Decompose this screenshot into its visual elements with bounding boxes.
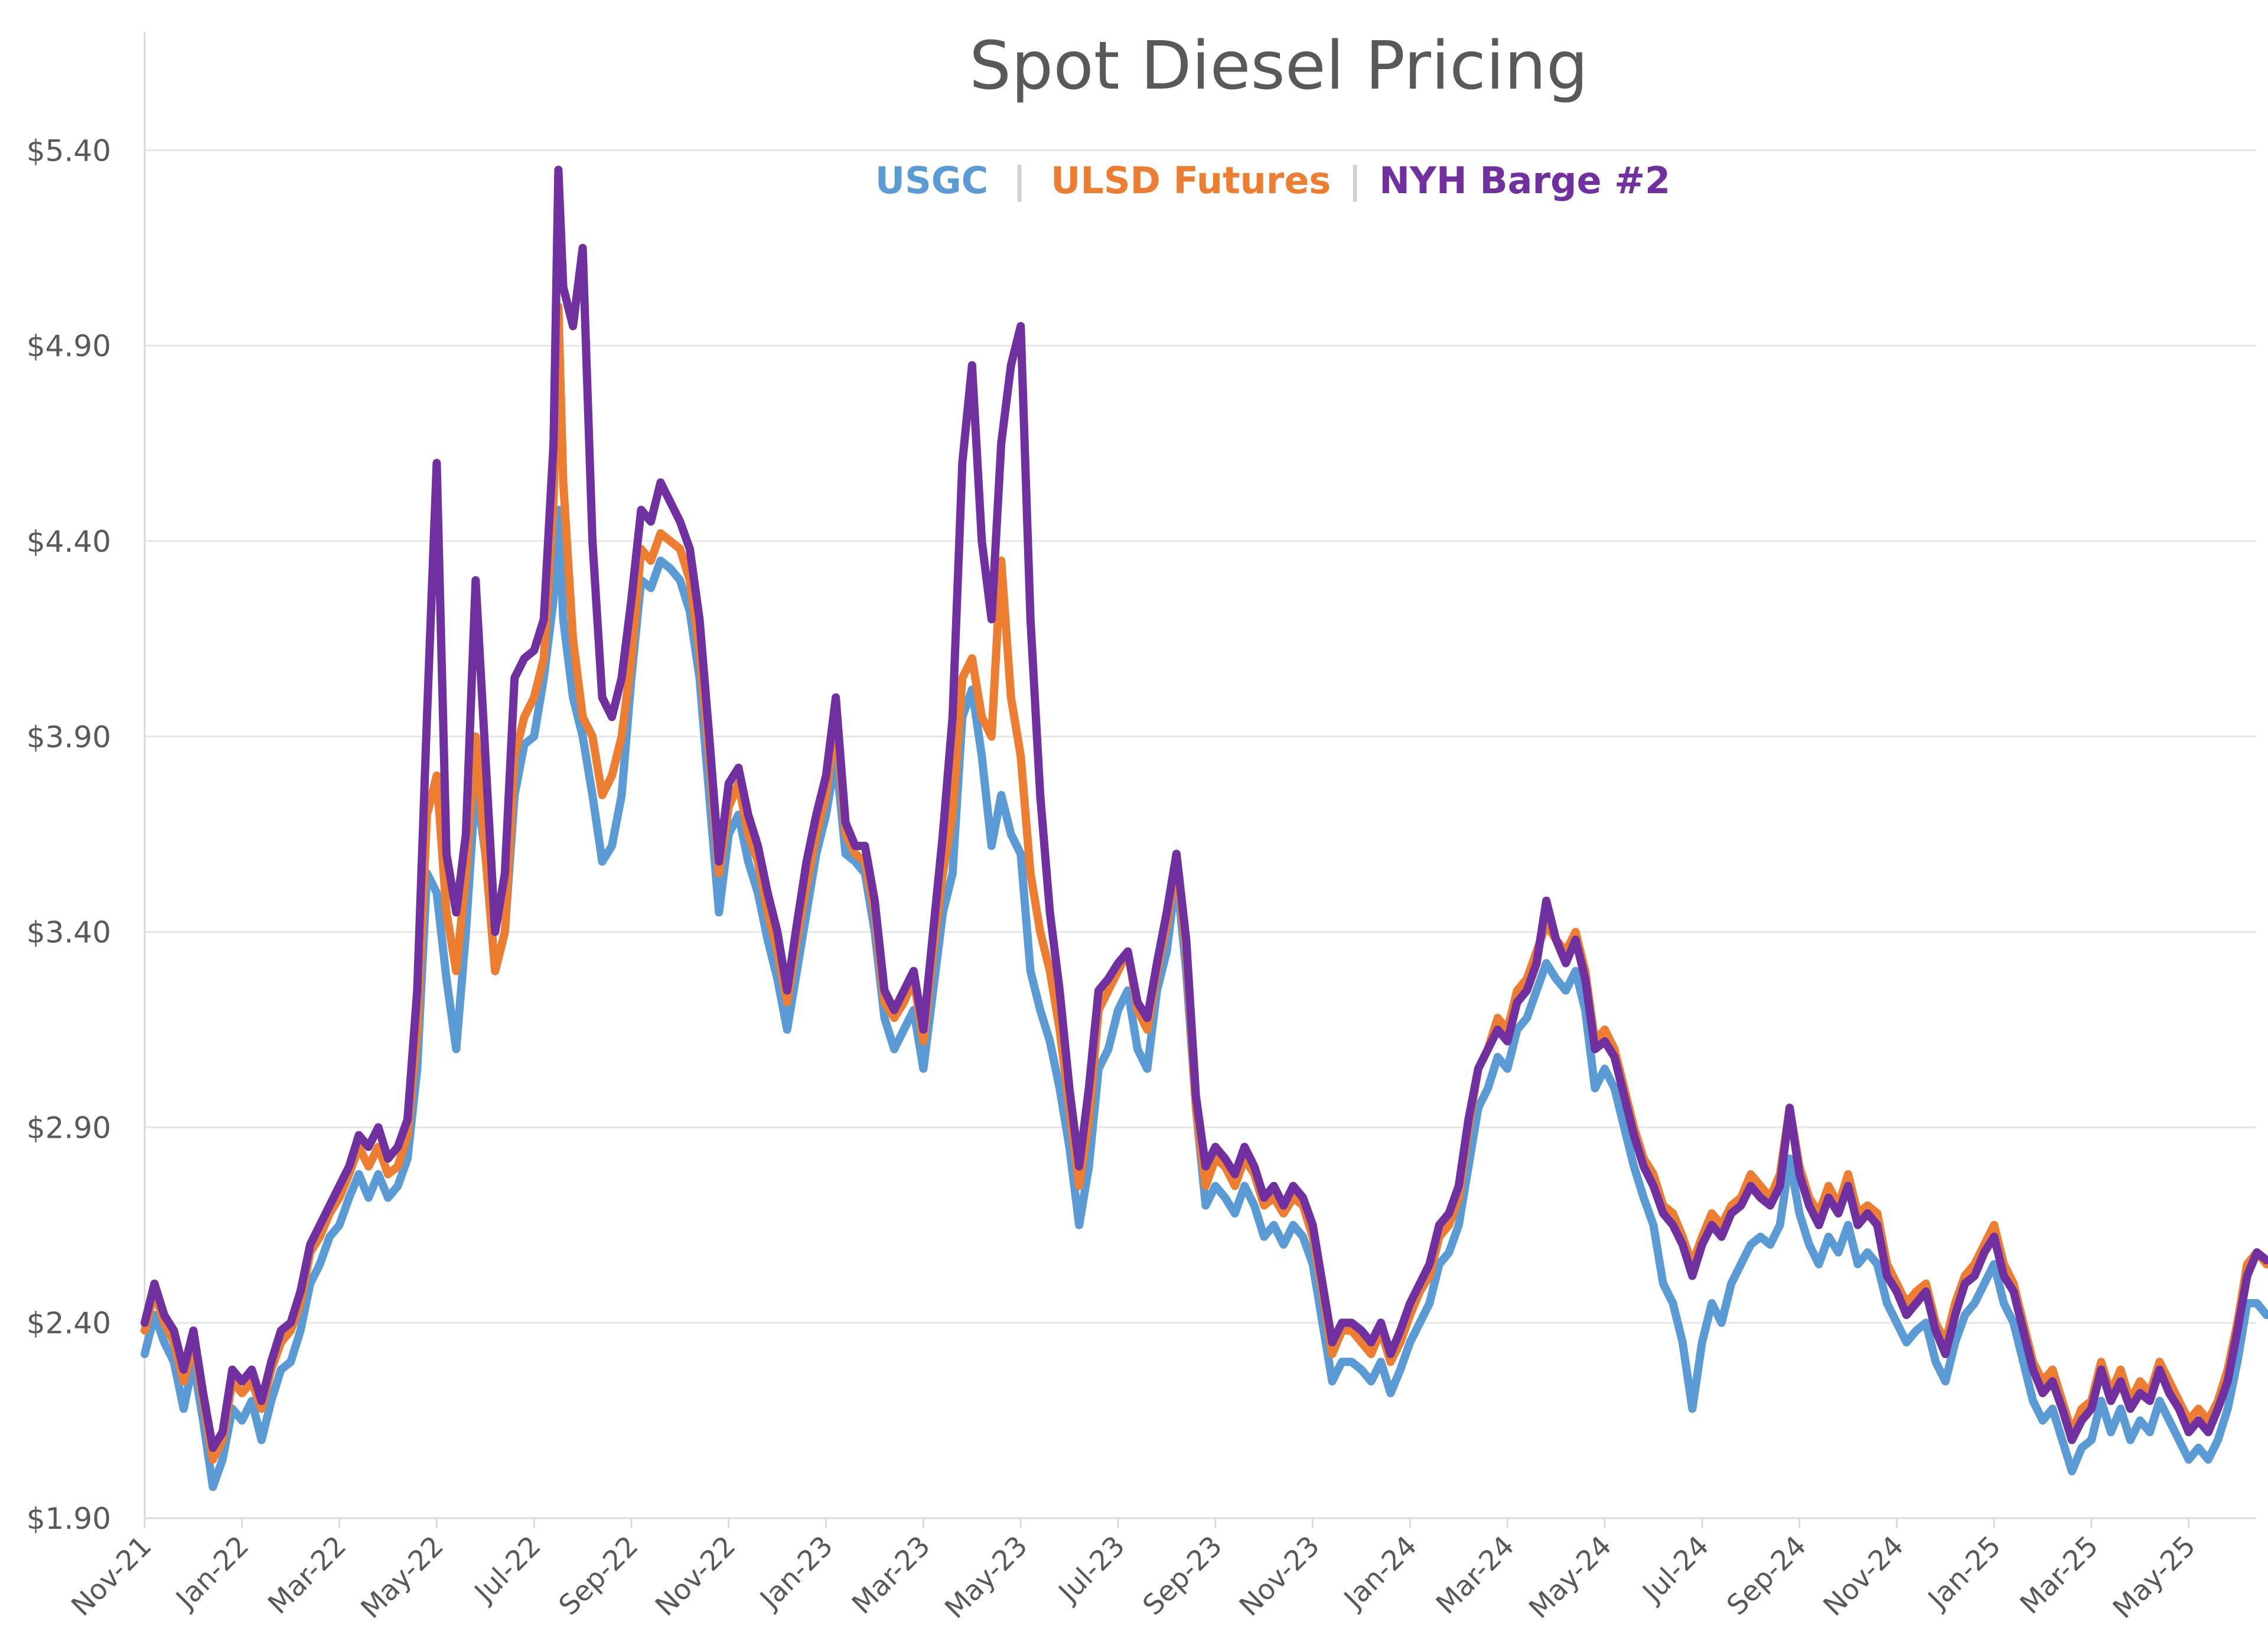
axes (144, 32, 2256, 1528)
y-tick-label: $4.40 (27, 525, 111, 559)
legend-item-ulsd-futures: ULSD Futures (1051, 159, 1331, 202)
y-tick-label: $3.90 (27, 720, 111, 754)
y-tick-label: $2.90 (27, 1111, 111, 1145)
y-tick-label: $4.90 (27, 329, 111, 363)
y-tick-label: $5.40 (27, 134, 111, 168)
y-tick-label: $1.90 (27, 1502, 111, 1536)
series-lines (141, 165, 2268, 1492)
chart-legend: USGC | ULSD Futures | NYH Barge #2 (875, 159, 1670, 203)
legend-item-nyh-barge-2: NYH Barge #2 (1379, 159, 1670, 202)
y-tick-label: $3.40 (27, 916, 111, 950)
chart-title: Spot Diesel Pricing (969, 28, 1588, 105)
y-tick-label: $2.40 (27, 1306, 111, 1340)
legend-separator: | (1348, 159, 1362, 203)
legend-item-usgc: USGC (875, 159, 988, 202)
legend-separator: | (1013, 159, 1027, 203)
series-line-nyh-barge-2 (141, 165, 2268, 1452)
y-axis-tick-labels: $1.90 $2.40 $2.90 $3.40 $3.90 $4.40 $4.90 $5.40 (27, 134, 111, 1536)
